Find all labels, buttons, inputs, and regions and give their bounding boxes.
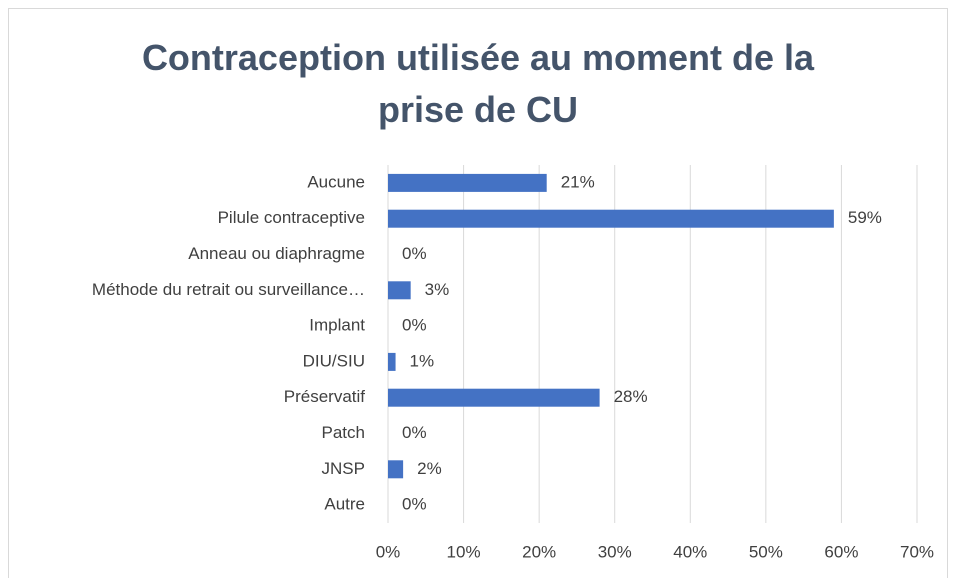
data-label: 3% xyxy=(425,280,450,299)
data-label: 1% xyxy=(410,351,435,370)
y-tick-label: Implant xyxy=(309,316,365,335)
data-label: 59% xyxy=(848,208,882,227)
x-tick-label: 30% xyxy=(598,542,632,561)
y-tick-label: Autre xyxy=(324,495,365,514)
data-label: 2% xyxy=(417,459,442,478)
chart-title: Contraception utilisée au moment de la p… xyxy=(141,37,815,130)
data-label: 0% xyxy=(402,244,427,263)
data-label: 0% xyxy=(402,495,427,514)
x-tick-label: 0% xyxy=(376,542,401,561)
data-label: 0% xyxy=(402,423,427,442)
x-tick-label: 50% xyxy=(749,542,783,561)
bar xyxy=(388,352,396,371)
y-tick-label: Patch xyxy=(322,423,365,442)
data-label: 21% xyxy=(561,172,595,191)
bar xyxy=(388,173,547,192)
y-tick-label: DIU/SIU xyxy=(303,351,365,370)
y-tick-label: Pilule contraceptive xyxy=(218,208,365,227)
bar xyxy=(388,209,834,228)
x-tick-label: 70% xyxy=(900,542,934,561)
y-tick-label: JNSP xyxy=(322,459,365,478)
x-tick-label: 40% xyxy=(673,542,707,561)
y-tick-label: Anneau ou diaphragme xyxy=(188,244,365,263)
data-label: 0% xyxy=(402,316,427,335)
bar xyxy=(388,281,411,300)
chart-border xyxy=(8,8,948,578)
y-tick-label: Aucune xyxy=(307,172,365,191)
y-tick-label: Méthode du retrait ou surveillance… xyxy=(92,280,365,299)
x-tick-label: 20% xyxy=(522,542,556,561)
bar xyxy=(388,460,404,479)
x-tick-label: 10% xyxy=(447,542,481,561)
data-label: 28% xyxy=(614,387,648,406)
bar xyxy=(388,388,600,407)
y-tick-label: Préservatif xyxy=(284,387,366,406)
x-tick-label: 60% xyxy=(824,542,858,561)
